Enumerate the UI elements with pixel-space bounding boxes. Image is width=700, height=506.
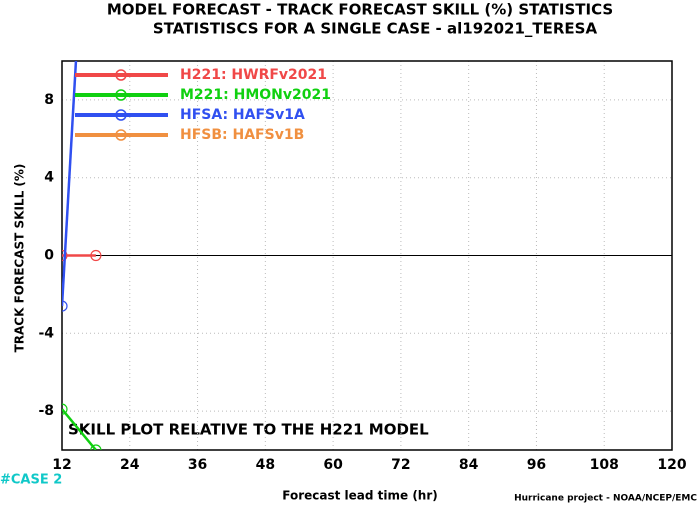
- annotation: SKILL PLOT RELATIVE TO THE H221 MODEL: [68, 421, 429, 439]
- series-line: [62, 408, 97, 450]
- x-tick-label: 24: [120, 457, 140, 473]
- data-point: [62, 249, 68, 262]
- y-tick-label: -4: [38, 325, 54, 341]
- y-tick-label: 8: [44, 92, 54, 108]
- data-point: [90, 249, 102, 262]
- x-axis-label: Forecast lead time (hr): [282, 489, 438, 503]
- legend-label: H221: HWRFv2021: [180, 67, 327, 83]
- legend-marker: [115, 69, 127, 81]
- plot-area: [62, 61, 102, 450]
- x-tick-label: 72: [391, 457, 410, 473]
- y-axis-label: TRACK FORECAST SKILL (%): [13, 164, 27, 353]
- legend-label: M221: HMONv2021: [180, 87, 331, 103]
- y-tick-label: 0: [44, 248, 54, 264]
- legend-marker: [115, 129, 127, 141]
- series-line: [62, 61, 78, 307]
- y-tick-label: -8: [38, 403, 54, 419]
- x-tick-label: 60: [323, 457, 343, 473]
- x-tick-label: 12: [52, 457, 71, 473]
- x-tick-label: 48: [256, 457, 275, 473]
- legend-marker: [115, 109, 127, 121]
- x-tick-label: 108: [590, 457, 619, 473]
- x-tick-label: 84: [459, 457, 479, 473]
- credit: Hurricane project - NOAA/NCEP/EMC: [514, 494, 697, 504]
- legend-marker: [115, 89, 127, 101]
- legend-label: HFSB: HAFSv1B: [180, 127, 304, 143]
- x-tick-label: 36: [188, 457, 207, 473]
- chart-subtitle: STATISTISCS FOR A SINGLE CASE - al192021…: [153, 20, 598, 38]
- x-tick-label: 96: [527, 457, 546, 473]
- y-tick-label: 4: [44, 170, 54, 186]
- case-label: #CASE 2: [0, 473, 62, 488]
- chart-title: MODEL FORECAST - TRACK FORECAST SKILL (%…: [107, 1, 613, 19]
- data-point: [62, 403, 68, 415]
- legend-label: HFSA: HAFSv1A: [180, 107, 305, 123]
- data-point: [90, 444, 102, 450]
- x-tick-label: 120: [657, 457, 686, 473]
- data-point: [62, 300, 68, 312]
